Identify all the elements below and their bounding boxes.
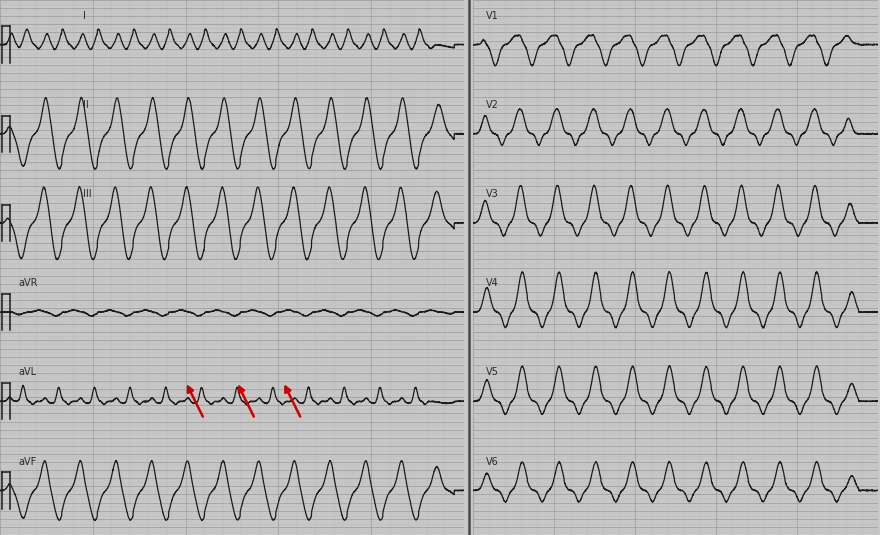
Text: V5: V5 [486, 368, 498, 377]
Text: aVF: aVF [18, 456, 37, 467]
Text: V2: V2 [486, 100, 498, 110]
Text: aVL: aVL [18, 368, 37, 377]
Text: V6: V6 [486, 456, 498, 467]
Text: II: II [84, 100, 89, 110]
Text: aVR: aVR [18, 278, 38, 288]
Text: V1: V1 [486, 11, 498, 21]
Text: V4: V4 [486, 278, 498, 288]
Text: III: III [84, 189, 92, 199]
Text: I: I [84, 11, 86, 21]
Text: V3: V3 [486, 189, 498, 199]
